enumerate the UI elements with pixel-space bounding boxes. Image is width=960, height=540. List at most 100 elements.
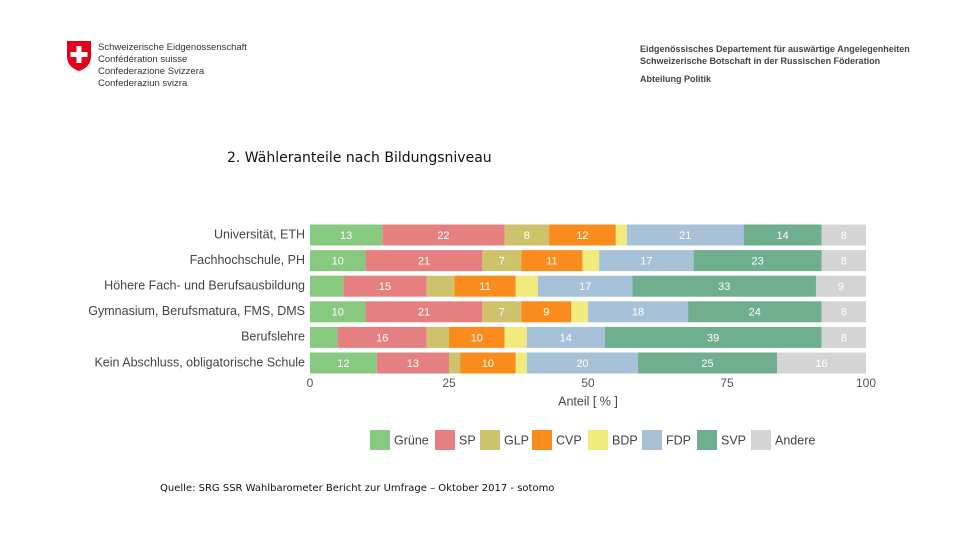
legend-label: CVP [556,433,582,447]
data-label: 24 [749,307,761,319]
bar-segment [626,224,744,246]
data-label: 11 [479,281,490,293]
x-tick-label: 75 [720,376,734,390]
bar-segment [521,250,583,272]
bar-segment [482,250,522,272]
bar-segment [638,352,778,374]
data-label: 14 [560,332,572,344]
bar-segment [449,352,461,374]
bar-segment [571,301,588,323]
data-label: 13 [340,230,352,242]
data-label: 8 [841,230,847,242]
left-header: Schweizerische Eidgenossenschaft Confédé… [98,42,247,90]
bar-segment [310,301,366,323]
data-label: 22 [437,230,449,242]
data-label: 12 [337,358,349,370]
data-label: 16 [376,332,388,344]
bar-segment [549,224,616,246]
bar-segment [526,352,639,374]
data-label: 12 [576,230,588,242]
legend-swatch [480,430,500,450]
bar-segment [821,224,866,246]
swiss-logo [67,41,91,71]
bar-segment [821,250,866,272]
bar-segment [815,275,866,297]
bar-segment [449,326,505,348]
bar-segment [365,250,483,272]
bar-segment [515,352,527,374]
bar-segment [821,301,866,323]
data-label: 20 [576,358,588,370]
data-label: 23 [751,256,763,268]
bar-segment [521,301,572,323]
bar-segment [632,275,816,297]
data-label: 9 [543,307,549,319]
data-label: 9 [838,281,844,293]
legend-swatch [370,430,390,450]
category-label: Berufslehre [241,330,305,344]
slide-title: 2. Wähleranteile nach Bildungsniveau [227,150,492,166]
data-label: 39 [707,332,719,344]
header-line: Schweizerische Botschaft in der Russisch… [640,56,881,66]
bar-segment [337,326,427,348]
source: Quelle: SRG SSR Wahlbarometer Bericht zu… [160,483,555,494]
bar-segment [693,250,822,272]
data-label: 21 [418,307,430,319]
bar-segment [537,275,633,297]
header-line: Confédération suisse [98,54,188,65]
bar-segment [382,224,505,246]
x-tick-label: 50 [581,376,595,390]
bar-segment [515,275,538,297]
x-axis-title: Anteil [ % ] [558,394,618,408]
category-label: Fachhochschule, PH [190,253,305,267]
header-line: Abteilung Politik [640,74,711,84]
legend-label: Grüne [394,433,429,447]
bar-segment [688,301,822,323]
bar-segment [821,326,866,348]
data-label: 10 [332,256,344,268]
bar-segment [588,301,689,323]
data-label: 10 [332,307,344,319]
legend-label: Andere [775,433,815,447]
legend-swatch [642,430,662,450]
right-header: Eidgenössisches Departement für auswärti… [640,43,910,85]
header-line: Eidgenössisches Departement für auswärti… [640,44,910,54]
bar-segment [582,250,600,272]
data-label: 10 [482,358,494,370]
bar-segment [310,224,383,246]
legend-swatch [751,430,771,450]
bar-segment [310,326,338,348]
bar-segment [482,301,522,323]
data-label: 14 [776,230,788,242]
data-label: 21 [679,230,691,242]
bar-segment [743,224,822,246]
x-tick-label: 0 [307,376,314,390]
category-label: Kein Abschluss, obligatorische Schule [94,355,305,369]
data-label: 18 [632,307,644,319]
category-label: Höhere Fach- und Berufsausbildung [104,278,305,292]
bar-segment [460,352,516,374]
data-label: 7 [499,256,505,268]
data-label: 17 [640,256,652,268]
bar-segment [777,352,866,374]
bar-segment [454,275,516,297]
bar-segment [504,224,550,246]
header-line: Schweizerische Eidgenossenschaft [98,42,247,53]
bar-segment [426,275,455,297]
bar-segment [376,352,449,374]
bar-segment [426,326,449,348]
legend-swatch [697,430,717,450]
bar-segment [599,250,694,272]
data-label: 8 [524,230,530,242]
x-tick-label: 100 [856,376,876,390]
data-label: 17 [579,281,591,293]
data-label: 25 [701,358,713,370]
legend-swatch [588,430,608,450]
bar-segment [504,326,527,348]
legend-swatch [435,430,455,450]
data-label: 33 [718,281,730,293]
data-label: 16 [815,358,827,370]
data-label: 8 [841,332,847,344]
